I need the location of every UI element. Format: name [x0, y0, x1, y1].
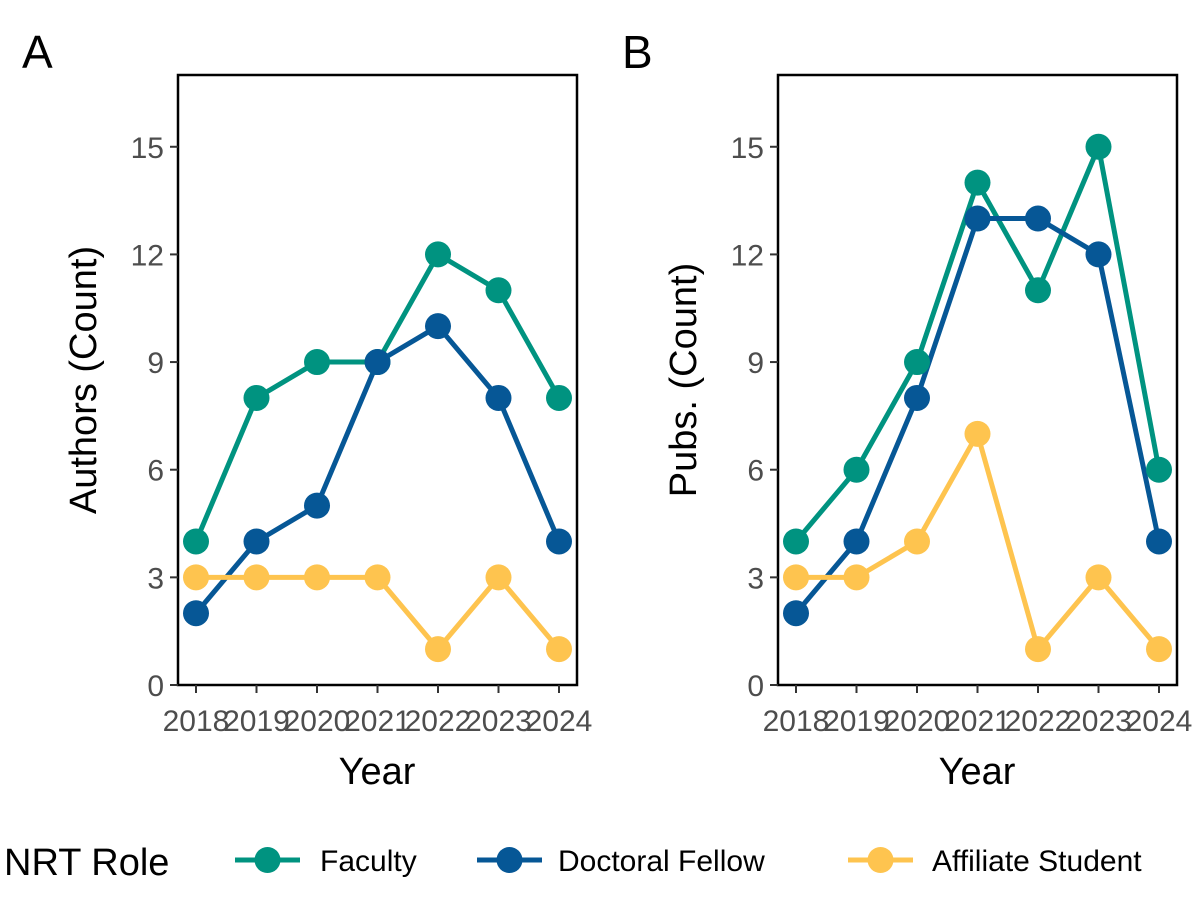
y-tick-label-b-9: 9: [747, 347, 764, 380]
point-b-doctoral-fellow-2024: [1146, 528, 1172, 555]
data-marks-b: [783, 133, 1172, 663]
point-a-affiliate-student-2021: [364, 564, 391, 591]
legend-key-point-doctoral-fellow: [496, 847, 523, 873]
point-a-doctoral-fellow-2024: [546, 528, 572, 555]
x-axis-title-a: Year: [339, 751, 416, 793]
legend-label-faculty: Faculty: [320, 845, 417, 878]
point-b-doctoral-fellow-2023: [1085, 241, 1112, 268]
point-b-affiliate-student-2019: [843, 564, 870, 591]
point-a-affiliate-student-2023: [485, 564, 512, 591]
point-a-doctoral-fellow-2021: [364, 349, 391, 376]
legend-title: NRT Role: [4, 842, 169, 884]
point-b-faculty-2023: [1085, 133, 1112, 160]
panel-label-b: B: [622, 26, 653, 78]
legend-label-doctoral-fellow: Doctoral Fellow: [558, 845, 765, 878]
point-b-faculty-2021: [964, 169, 991, 196]
point-b-affiliate-student-2022: [1025, 636, 1051, 663]
x-tick-label-a-2023: 2023: [465, 705, 532, 738]
x-tick-label-b-2018: 2018: [763, 705, 830, 738]
legend-key-point-faculty: [254, 847, 281, 873]
y-tick-label-a-6: 6: [147, 455, 164, 488]
point-a-faculty-2020: [304, 349, 330, 376]
point-a-doctoral-fellow-2023: [485, 384, 512, 411]
point-a-doctoral-fellow-2022: [425, 313, 451, 340]
x-tick-label-b-2023: 2023: [1065, 705, 1132, 738]
point-a-affiliate-student-2024: [546, 636, 572, 663]
x-tick-label-b-2021: 2021: [944, 705, 1011, 738]
y-tick-label-a-9: 9: [147, 347, 164, 380]
point-a-faculty-2019: [243, 384, 270, 411]
point-b-affiliate-student-2018: [783, 564, 809, 591]
point-a-faculty-2023: [485, 277, 512, 304]
panel-b: B Pubs. (Count) Year 0369121520182019202…: [622, 26, 1192, 793]
legend-key-point-affiliate-student: [867, 847, 894, 873]
point-b-faculty-2020: [904, 349, 930, 376]
x-tick-label-b-2022: 2022: [1005, 705, 1072, 738]
point-a-affiliate-student-2022: [425, 636, 451, 663]
y-tick-label-a-0: 0: [147, 670, 164, 703]
point-b-faculty-2022: [1025, 277, 1051, 304]
y-tick-label-a-12: 12: [131, 239, 164, 272]
legend: NRT Role Faculty Doctoral Fellow Affiliate…: [4, 842, 1142, 884]
x-axis-title-b: Year: [939, 751, 1016, 793]
x-tick-label-b-2020: 2020: [884, 705, 951, 738]
y-tick-label-a-3: 3: [147, 562, 164, 595]
x-tick-label-a-2022: 2022: [405, 705, 472, 738]
point-a-affiliate-student-2020: [304, 564, 330, 591]
plot-border-a: [176, 73, 579, 687]
point-b-faculty-2024: [1146, 456, 1172, 483]
legend-keys: Faculty Doctoral Fellow Affiliate Student: [235, 845, 1142, 878]
point-b-affiliate-student-2020: [904, 528, 930, 555]
panel-a: A Authors (Count) Year 03691215201820192…: [22, 26, 592, 793]
point-a-faculty-2024: [546, 384, 572, 411]
y-tick-label-b-15: 15: [731, 132, 764, 165]
point-b-doctoral-fellow-2018: [783, 600, 809, 627]
point-b-faculty-2019: [843, 456, 870, 483]
y-tick-label-b-6: 6: [747, 455, 764, 488]
panel-label-a: A: [22, 26, 53, 78]
point-b-faculty-2018: [783, 528, 809, 555]
x-tick-label-a-2024: 2024: [526, 705, 593, 738]
point-b-affiliate-student-2021: [964, 420, 991, 447]
point-a-affiliate-student-2019: [243, 564, 270, 591]
point-b-affiliate-student-2024: [1146, 636, 1172, 663]
x-tick-label-a-2018: 2018: [163, 705, 230, 738]
y-tick-label-b-3: 3: [747, 562, 764, 595]
x-tick-label-a-2021: 2021: [344, 705, 411, 738]
point-a-doctoral-fellow-2018: [183, 600, 209, 627]
point-b-doctoral-fellow-2021: [964, 205, 991, 232]
y-axis-title-a: Authors (Count): [63, 246, 105, 514]
point-b-doctoral-fellow-2020: [904, 384, 930, 411]
x-tick-label-b-2019: 2019: [823, 705, 890, 738]
plot-border-b: [776, 73, 1179, 687]
point-a-faculty-2022: [425, 241, 451, 268]
point-b-affiliate-student-2023: [1085, 564, 1112, 591]
y-tick-label-b-12: 12: [731, 239, 764, 272]
point-b-doctoral-fellow-2019: [843, 528, 870, 555]
y-tick-label-b-0: 0: [747, 670, 764, 703]
legend-label-affiliate-student: Affiliate Student: [932, 845, 1142, 878]
series-line-b-doctoral-fellow: [794, 216, 1162, 615]
x-tick-label-b-2024: 2024: [1126, 705, 1193, 738]
y-tick-label-a-15: 15: [131, 132, 164, 165]
point-a-doctoral-fellow-2019: [243, 528, 270, 555]
data-marks-a: [183, 241, 572, 663]
point-a-affiliate-student-2018: [183, 564, 209, 591]
point-a-faculty-2018: [183, 528, 209, 555]
x-tick-label-a-2019: 2019: [223, 705, 290, 738]
x-tick-label-a-2020: 2020: [284, 705, 351, 738]
point-a-doctoral-fellow-2020: [304, 492, 330, 519]
point-b-doctoral-fellow-2022: [1025, 205, 1051, 232]
y-axis-title-b: Pubs. (Count): [663, 263, 705, 497]
